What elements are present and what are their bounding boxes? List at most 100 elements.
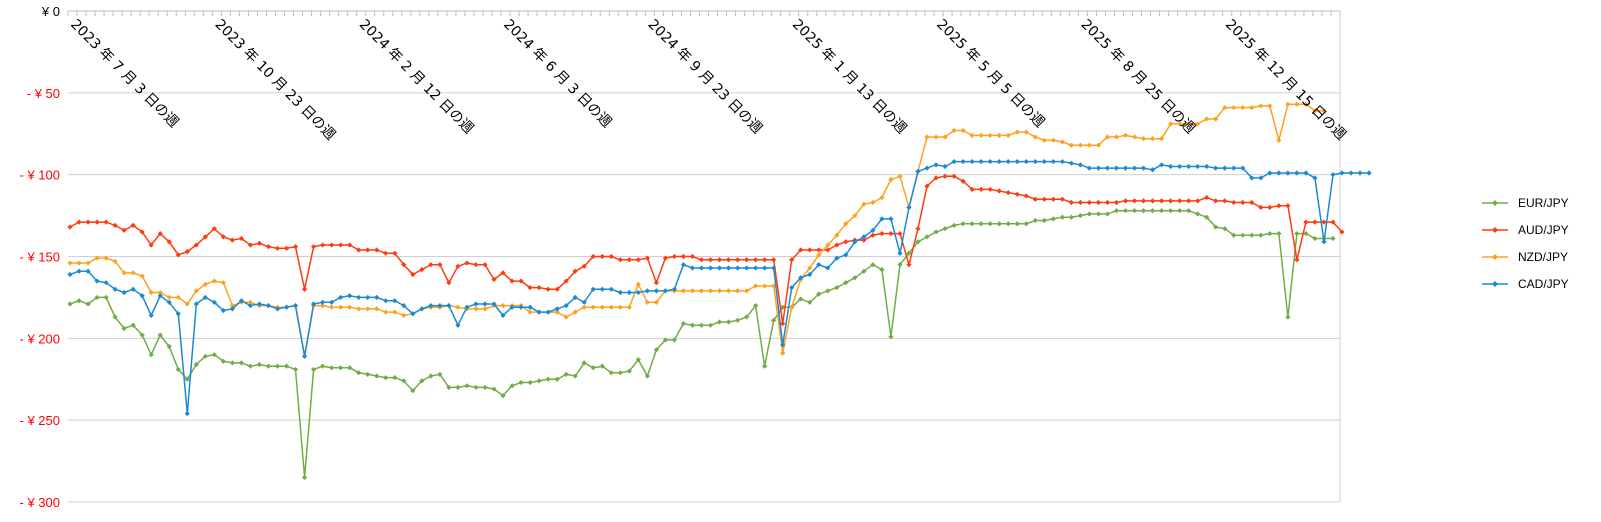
data-point (725, 319, 732, 325)
data-point (644, 299, 650, 305)
data-point (482, 301, 488, 307)
data-point (175, 366, 181, 373)
data-point (184, 376, 190, 382)
data-point (698, 265, 705, 271)
data-point (924, 183, 930, 189)
data-point (1177, 198, 1183, 204)
data-point (1131, 208, 1138, 214)
data-point (1249, 199, 1255, 206)
data-point (996, 132, 1002, 138)
data-point (743, 288, 750, 294)
data-point (762, 257, 768, 263)
data-point (1213, 165, 1219, 171)
data-point (464, 260, 470, 266)
data-point (1222, 104, 1228, 111)
data-point (374, 294, 380, 301)
data-point (861, 268, 867, 274)
data-point (383, 250, 389, 256)
data-point (1204, 163, 1210, 170)
data-point (554, 286, 560, 292)
data-point (1050, 137, 1056, 143)
data-point (265, 244, 272, 250)
data-point (617, 370, 623, 376)
data-point (599, 286, 605, 292)
data-point (1131, 198, 1138, 204)
data-point (1303, 230, 1309, 237)
data-point (1041, 217, 1047, 224)
data-point (762, 265, 768, 271)
data-point (238, 360, 245, 366)
data-point (590, 286, 596, 292)
data-point (184, 248, 190, 255)
data-point (392, 309, 398, 315)
data-point (401, 303, 407, 309)
data-point (590, 304, 596, 310)
data-point (1158, 162, 1165, 168)
data-point (915, 168, 921, 174)
data-point (1167, 208, 1174, 214)
data-point (310, 244, 317, 250)
data-point (843, 239, 849, 245)
data-point (1095, 165, 1102, 171)
data-point (1276, 230, 1282, 237)
data-point (310, 301, 317, 307)
data-point (960, 221, 966, 227)
data-point (653, 280, 659, 286)
data-point (1321, 219, 1327, 225)
data-point (906, 250, 912, 256)
data-point (130, 322, 136, 328)
data-point (76, 268, 82, 274)
data-point (635, 289, 641, 296)
data-point (1258, 175, 1264, 181)
data-point (834, 232, 840, 238)
data-point (473, 262, 479, 268)
data-point (825, 288, 831, 294)
data-point (915, 239, 921, 245)
data-point (85, 260, 91, 266)
data-point (1240, 232, 1246, 238)
x-tick-label: 2025 年 8 月 25 日の週 (1078, 17, 1199, 138)
data-point (292, 303, 299, 309)
data-point (897, 230, 903, 237)
data-point (518, 379, 524, 386)
data-point (419, 266, 425, 273)
data-point (310, 366, 317, 373)
data-point (807, 247, 813, 253)
legend-label: AUD/JPY (1518, 223, 1569, 237)
data-point (644, 288, 650, 294)
data-point (455, 322, 461, 328)
data-point (509, 278, 515, 284)
data-point (500, 393, 506, 399)
data-point (1077, 142, 1083, 148)
data-point (455, 384, 461, 391)
data-point (211, 278, 217, 284)
data-point (1294, 101, 1300, 107)
data-point (130, 270, 136, 276)
data-point (94, 278, 100, 284)
data-point (527, 284, 533, 291)
data-point (996, 221, 1002, 227)
data-point (626, 257, 632, 263)
data-point (329, 242, 335, 248)
data-point (951, 158, 957, 165)
data-point (888, 216, 894, 222)
data-point (1276, 137, 1282, 143)
data-point (500, 303, 506, 309)
data-point (888, 230, 894, 237)
data-point (1140, 165, 1147, 171)
data-point (76, 219, 82, 225)
legend-item: AUD/JPY (1482, 223, 1569, 237)
data-point (500, 270, 506, 276)
data-point (1023, 193, 1029, 199)
data-point (1285, 170, 1291, 176)
data-point (771, 317, 777, 323)
data-point (951, 173, 957, 179)
data-point (771, 257, 777, 263)
data-point (617, 257, 623, 263)
data-point (211, 299, 217, 305)
data-point (599, 253, 605, 260)
data-point (1213, 116, 1219, 122)
data-point (229, 237, 235, 243)
data-point (319, 363, 326, 369)
data-point (563, 303, 569, 309)
